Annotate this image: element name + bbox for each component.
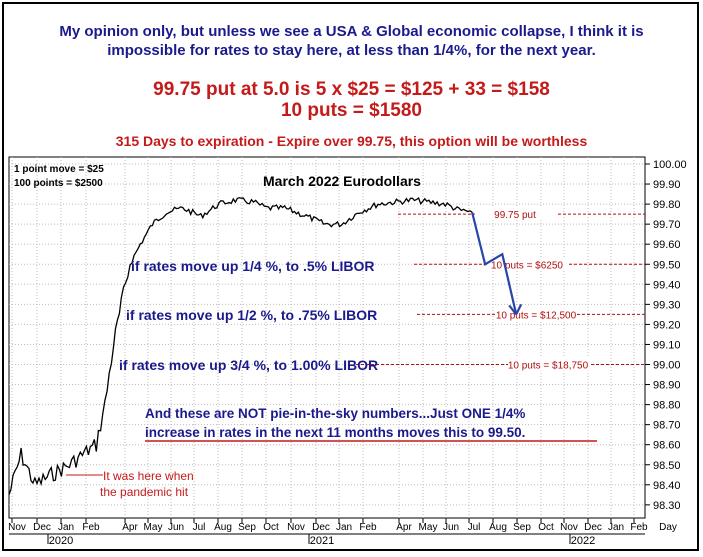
x-tick-label: Sep — [238, 522, 256, 533]
y-tick-label: 100.00 — [653, 159, 687, 171]
x-tick-label: Dec — [312, 522, 330, 533]
y-tick-label: 99.50 — [653, 259, 681, 271]
x-tick-label: Jul — [193, 522, 206, 533]
y-tick-label: 98.50 — [653, 460, 681, 472]
y-tick-label: 98.90 — [653, 380, 681, 392]
note-100-points: 100 points = $2500 — [14, 178, 103, 189]
x-tick-label: Apr — [396, 522, 412, 533]
note-line-2: increase in rates in the next 11 months … — [145, 425, 525, 440]
y-tick-label: 99.00 — [653, 360, 681, 372]
reference-label: 10 puts = $18,750 — [508, 361, 589, 372]
year-label: 2022 — [571, 535, 595, 547]
y-tick-label: 98.80 — [653, 400, 681, 412]
projection-line — [471, 211, 518, 315]
header-opinion: My opinion only, but unless we see a USA… — [0, 22, 703, 60]
y-tick-label: 98.60 — [653, 440, 681, 452]
x-tick-label: Dec — [33, 522, 51, 533]
y-tick-label: 99.10 — [653, 339, 681, 351]
y-tick-label: 98.70 — [653, 420, 681, 432]
y-tick-label: 99.80 — [653, 199, 681, 211]
reference-label-bg — [487, 257, 568, 271]
x-tick-label: Nov — [287, 522, 305, 533]
chart-title: March 2022 Eurodollars — [263, 173, 421, 189]
x-tick-label: May — [144, 522, 163, 533]
x-tick-label: Nov — [560, 522, 578, 533]
x-tick-label: Jan — [336, 522, 352, 533]
header-line-4: 10 puts = $1580 — [280, 100, 422, 121]
y-tick-label: 99.40 — [653, 279, 681, 291]
y-tick-label: 99.60 — [653, 239, 681, 251]
x-tick-label: Jan — [608, 522, 624, 533]
scenario-label-2: if rates move up 1/2 %, to .75% LIBOR — [126, 307, 377, 323]
x-tick-label: Jan — [58, 522, 74, 533]
header-put-math: 99.75 put at 5.0 is 5 x $25 = $125 + 33 … — [0, 79, 703, 121]
header-line-1: My opinion only, but unless we see a USA… — [59, 23, 644, 40]
header-line-3: 99.75 put at 5.0 is 5 x $25 = $125 + 33 … — [153, 79, 550, 100]
projection-arrowhead — [508, 303, 523, 316]
x-tick-label: Oct — [263, 522, 279, 533]
note-point-move: 1 point move = $25 — [14, 164, 104, 175]
x-tick-label: Aug — [489, 522, 507, 533]
y-tick-label: 98.30 — [653, 500, 681, 512]
scenario-label-3: if rates move up 3/4 %, to 1.00% LIBOR — [119, 357, 378, 373]
y-tick-label: 99.20 — [653, 319, 681, 331]
header-expiration: 315 Days to expiration - Expire over 99.… — [115, 133, 588, 149]
reference-label-bg — [508, 357, 589, 371]
y-tick-label: 99.30 — [653, 299, 681, 311]
x-tick-label: Jul — [468, 522, 481, 533]
x-tick-label: May — [419, 522, 438, 533]
x-tick-label: Aug — [214, 522, 232, 533]
year-label: 2021 — [310, 535, 334, 547]
y-tick-label: 99.90 — [653, 179, 681, 191]
reference-label-bg — [475, 207, 556, 221]
x-tick-label: Oct — [538, 522, 554, 533]
y-tick-label: 99.70 — [653, 219, 681, 231]
note-line-1: And these are NOT pie-in-the-sky numbers… — [145, 406, 525, 421]
pandemic-note-1: It was here when — [103, 469, 194, 483]
x-tick-label: Sep — [513, 522, 531, 533]
header-line-2: impossible for rates to stay here, at le… — [107, 42, 596, 59]
price-series-line — [8, 196, 473, 495]
x-tick-label: Jun — [443, 522, 459, 533]
x-tick-label: Dec — [584, 522, 602, 533]
x-axis-end-label: Day — [659, 522, 677, 533]
x-tick-label: Jun — [168, 522, 184, 533]
reference-label: 99.75 put — [494, 210, 536, 221]
reference-label: 10 puts = $6250 — [491, 260, 563, 271]
pandemic-note-2: the pandemic hit — [100, 485, 189, 499]
x-tick-label: Apr — [122, 522, 138, 533]
scenario-label-1: if rates move up 1/4 %, to .5% LIBOR — [131, 258, 375, 274]
year-label: 2020 — [49, 535, 73, 547]
x-tick-label: Feb — [82, 522, 100, 533]
x-tick-label: Feb — [630, 522, 648, 533]
reference-label: 10 puts = $12,500 — [496, 310, 577, 321]
x-tick-label: Feb — [359, 522, 377, 533]
x-tick-label: Nov — [8, 522, 26, 533]
y-tick-label: 98.40 — [653, 480, 681, 492]
